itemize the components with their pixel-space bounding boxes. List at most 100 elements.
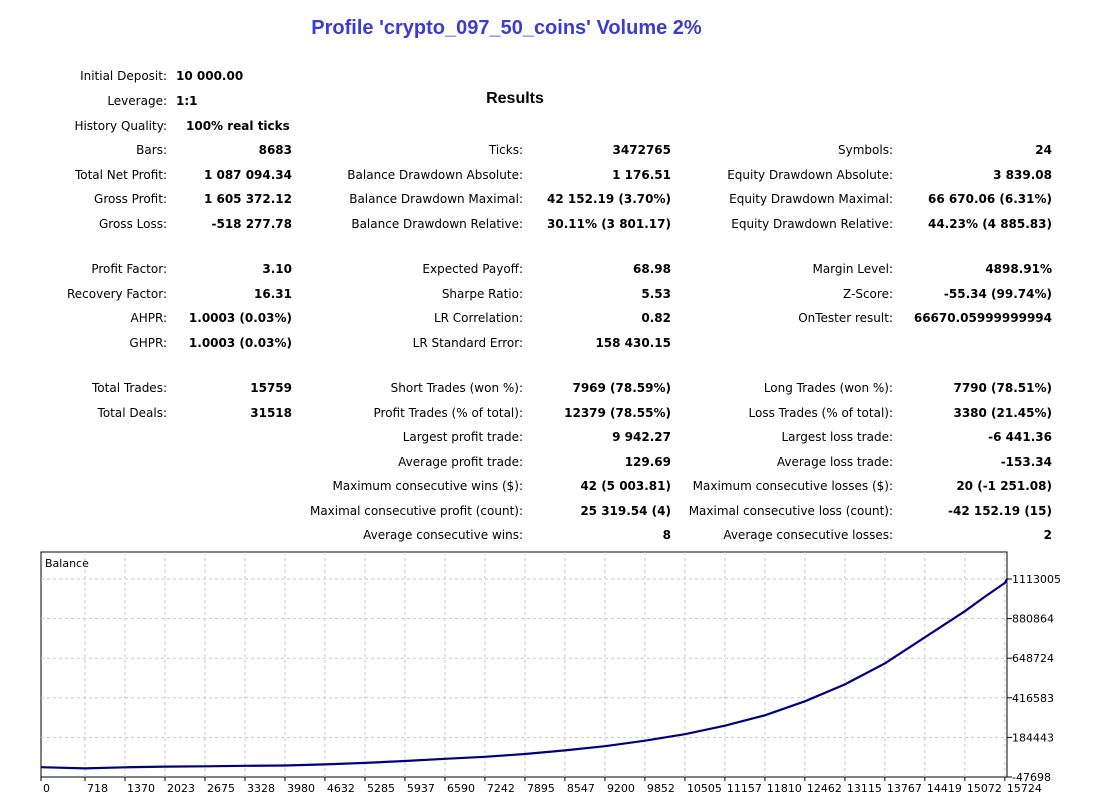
x-tick-label: 2023 bbox=[167, 782, 195, 795]
stat-value: 25 319.54 (4) bbox=[580, 504, 671, 518]
stat-value: 5.53 bbox=[641, 287, 671, 301]
stat-value: 66670.05999999994 bbox=[913, 311, 1052, 325]
stat-value: 0.82 bbox=[641, 311, 671, 325]
stat-label: Equity Drawdown Absolute: bbox=[727, 168, 893, 182]
stat-label: LR Correlation: bbox=[433, 311, 523, 325]
x-tick-label: 5285 bbox=[367, 782, 395, 795]
stat-label: GHPR: bbox=[129, 336, 167, 350]
stat-label: LR Standard Error: bbox=[412, 336, 523, 350]
stat-label: Maximum consecutive wins ($): bbox=[332, 479, 523, 493]
stat-value: -6 441.36 bbox=[988, 430, 1052, 444]
stat-label: Symbols: bbox=[838, 143, 893, 157]
stat-label: Profit Factor: bbox=[91, 262, 167, 276]
stat-label: Gross Loss: bbox=[99, 217, 167, 231]
stat-label: Recovery Factor: bbox=[66, 287, 167, 301]
stat-label: Total Trades: bbox=[92, 381, 167, 395]
stat-label: Total Net Profit: bbox=[74, 168, 167, 182]
stat-label: Profit Trades (% of total): bbox=[373, 406, 523, 420]
x-tick-label: 15072 bbox=[967, 782, 1002, 795]
x-tick-label: 0 bbox=[43, 782, 50, 795]
stat-label: Short Trades (won %): bbox=[390, 381, 523, 395]
stat-value: 66 670.06 (6.31%) bbox=[928, 192, 1052, 206]
y-tick-label: -47698 bbox=[1012, 771, 1051, 784]
stat-label: Balance Drawdown Absolute: bbox=[347, 168, 523, 182]
stat-label: Long Trades (won %): bbox=[763, 381, 893, 395]
x-tick-label: 15724 bbox=[1007, 782, 1042, 795]
stat-value: 42 152.19 (3.70%) bbox=[547, 192, 671, 206]
stat-value: 7969 (78.59%) bbox=[572, 381, 671, 395]
stat-value: -42 152.19 (15) bbox=[947, 504, 1052, 518]
x-tick-label: 13115 bbox=[847, 782, 882, 795]
stat-label: Maximal consecutive profit (count): bbox=[309, 504, 523, 518]
report-title: Profile 'crypto_097_50_coins' Volume 2% bbox=[311, 17, 702, 39]
stat-label: Equity Drawdown Maximal: bbox=[729, 192, 893, 206]
stat-value: 2 bbox=[1043, 528, 1052, 542]
stat-value: 1.0003 (0.03%) bbox=[188, 311, 292, 325]
x-tick-label: 3328 bbox=[247, 782, 275, 795]
stat-value: 1.0003 (0.03%) bbox=[188, 336, 292, 350]
stat-value: -55.34 (99.74%) bbox=[943, 287, 1052, 301]
stat-label: Largest profit trade: bbox=[402, 430, 523, 444]
stat-label: Expected Payoff: bbox=[422, 262, 523, 276]
results-heading: Results bbox=[486, 90, 544, 107]
stat-value: 68.98 bbox=[633, 262, 671, 276]
stat-value: 15759 bbox=[250, 381, 292, 395]
stat-label: Average loss trade: bbox=[776, 455, 893, 469]
stat-value: 3472765 bbox=[612, 143, 671, 157]
param-label: Leverage: bbox=[107, 94, 167, 108]
x-tick-label: 14419 bbox=[927, 782, 962, 795]
stat-label: Maximal consecutive loss (count): bbox=[688, 504, 893, 518]
stat-value: 4898.91% bbox=[985, 262, 1052, 276]
stat-value: 3 839.08 bbox=[993, 168, 1052, 182]
stat-value: -518 277.78 bbox=[211, 217, 292, 231]
stat-label: Bars: bbox=[136, 143, 167, 157]
stat-label: Z-Score: bbox=[843, 287, 893, 301]
stat-value: 24 bbox=[1035, 143, 1052, 157]
stat-label: Balance Drawdown Relative: bbox=[351, 217, 523, 231]
balance-line bbox=[40, 578, 1008, 770]
stat-value: 3.10 bbox=[262, 262, 292, 276]
param-value: 100% real ticks bbox=[186, 119, 290, 133]
stat-label: Average consecutive wins: bbox=[363, 528, 523, 542]
y-tick-label: 880864 bbox=[1012, 613, 1054, 626]
stat-label: Average profit trade: bbox=[398, 455, 523, 469]
stat-value: 12379 (78.55%) bbox=[564, 406, 671, 420]
plot-frame bbox=[40, 551, 1008, 778]
stat-label: Maximum consecutive losses ($): bbox=[692, 479, 893, 493]
stat-label: Total Deals: bbox=[97, 406, 167, 420]
x-tick-label: 6590 bbox=[447, 782, 475, 795]
stat-label: Gross Profit: bbox=[94, 192, 167, 206]
stat-label: Sharpe Ratio: bbox=[441, 287, 523, 301]
stat-value: 8 bbox=[662, 528, 671, 542]
param-label: History Quality: bbox=[74, 119, 167, 133]
stat-value: 158 430.15 bbox=[595, 336, 671, 350]
stat-value: 9 942.27 bbox=[612, 430, 671, 444]
x-tick-label: 7895 bbox=[527, 782, 555, 795]
x-tick-label: 13767 bbox=[887, 782, 922, 795]
x-tick-label: 11157 bbox=[727, 782, 762, 795]
x-tick-label: 718 bbox=[87, 782, 108, 795]
x-tick-label: 4632 bbox=[327, 782, 355, 795]
stat-value: 8683 bbox=[258, 143, 292, 157]
x-tick-label: 2675 bbox=[207, 782, 235, 795]
stat-label: Average consecutive losses: bbox=[723, 528, 893, 542]
stat-label: Largest loss trade: bbox=[781, 430, 893, 444]
x-tick-label: 7242 bbox=[487, 782, 515, 795]
y-tick-label: 1113005 bbox=[1012, 573, 1061, 586]
stat-value: 30.11% (3 801.17) bbox=[547, 217, 671, 231]
x-tick-label: 1370 bbox=[127, 782, 155, 795]
param-label: Initial Deposit: bbox=[80, 69, 167, 83]
stat-value: 16.31 bbox=[254, 287, 292, 301]
stat-value: 31518 bbox=[250, 406, 292, 420]
stat-value: 44.23% (4 885.83) bbox=[928, 217, 1052, 231]
x-tick-label: 9852 bbox=[647, 782, 675, 795]
x-tick-label: 3980 bbox=[287, 782, 315, 795]
x-tick-label: 9200 bbox=[607, 782, 635, 795]
stat-value: 7790 (78.51%) bbox=[953, 381, 1052, 395]
legend-balance-label: Balance bbox=[45, 557, 89, 570]
stat-value: -153.34 bbox=[1000, 455, 1052, 469]
stat-label: Margin Level: bbox=[812, 262, 893, 276]
param-value: 10 000.00 bbox=[176, 69, 244, 83]
stat-value: 20 (-1 251.08) bbox=[956, 479, 1052, 493]
